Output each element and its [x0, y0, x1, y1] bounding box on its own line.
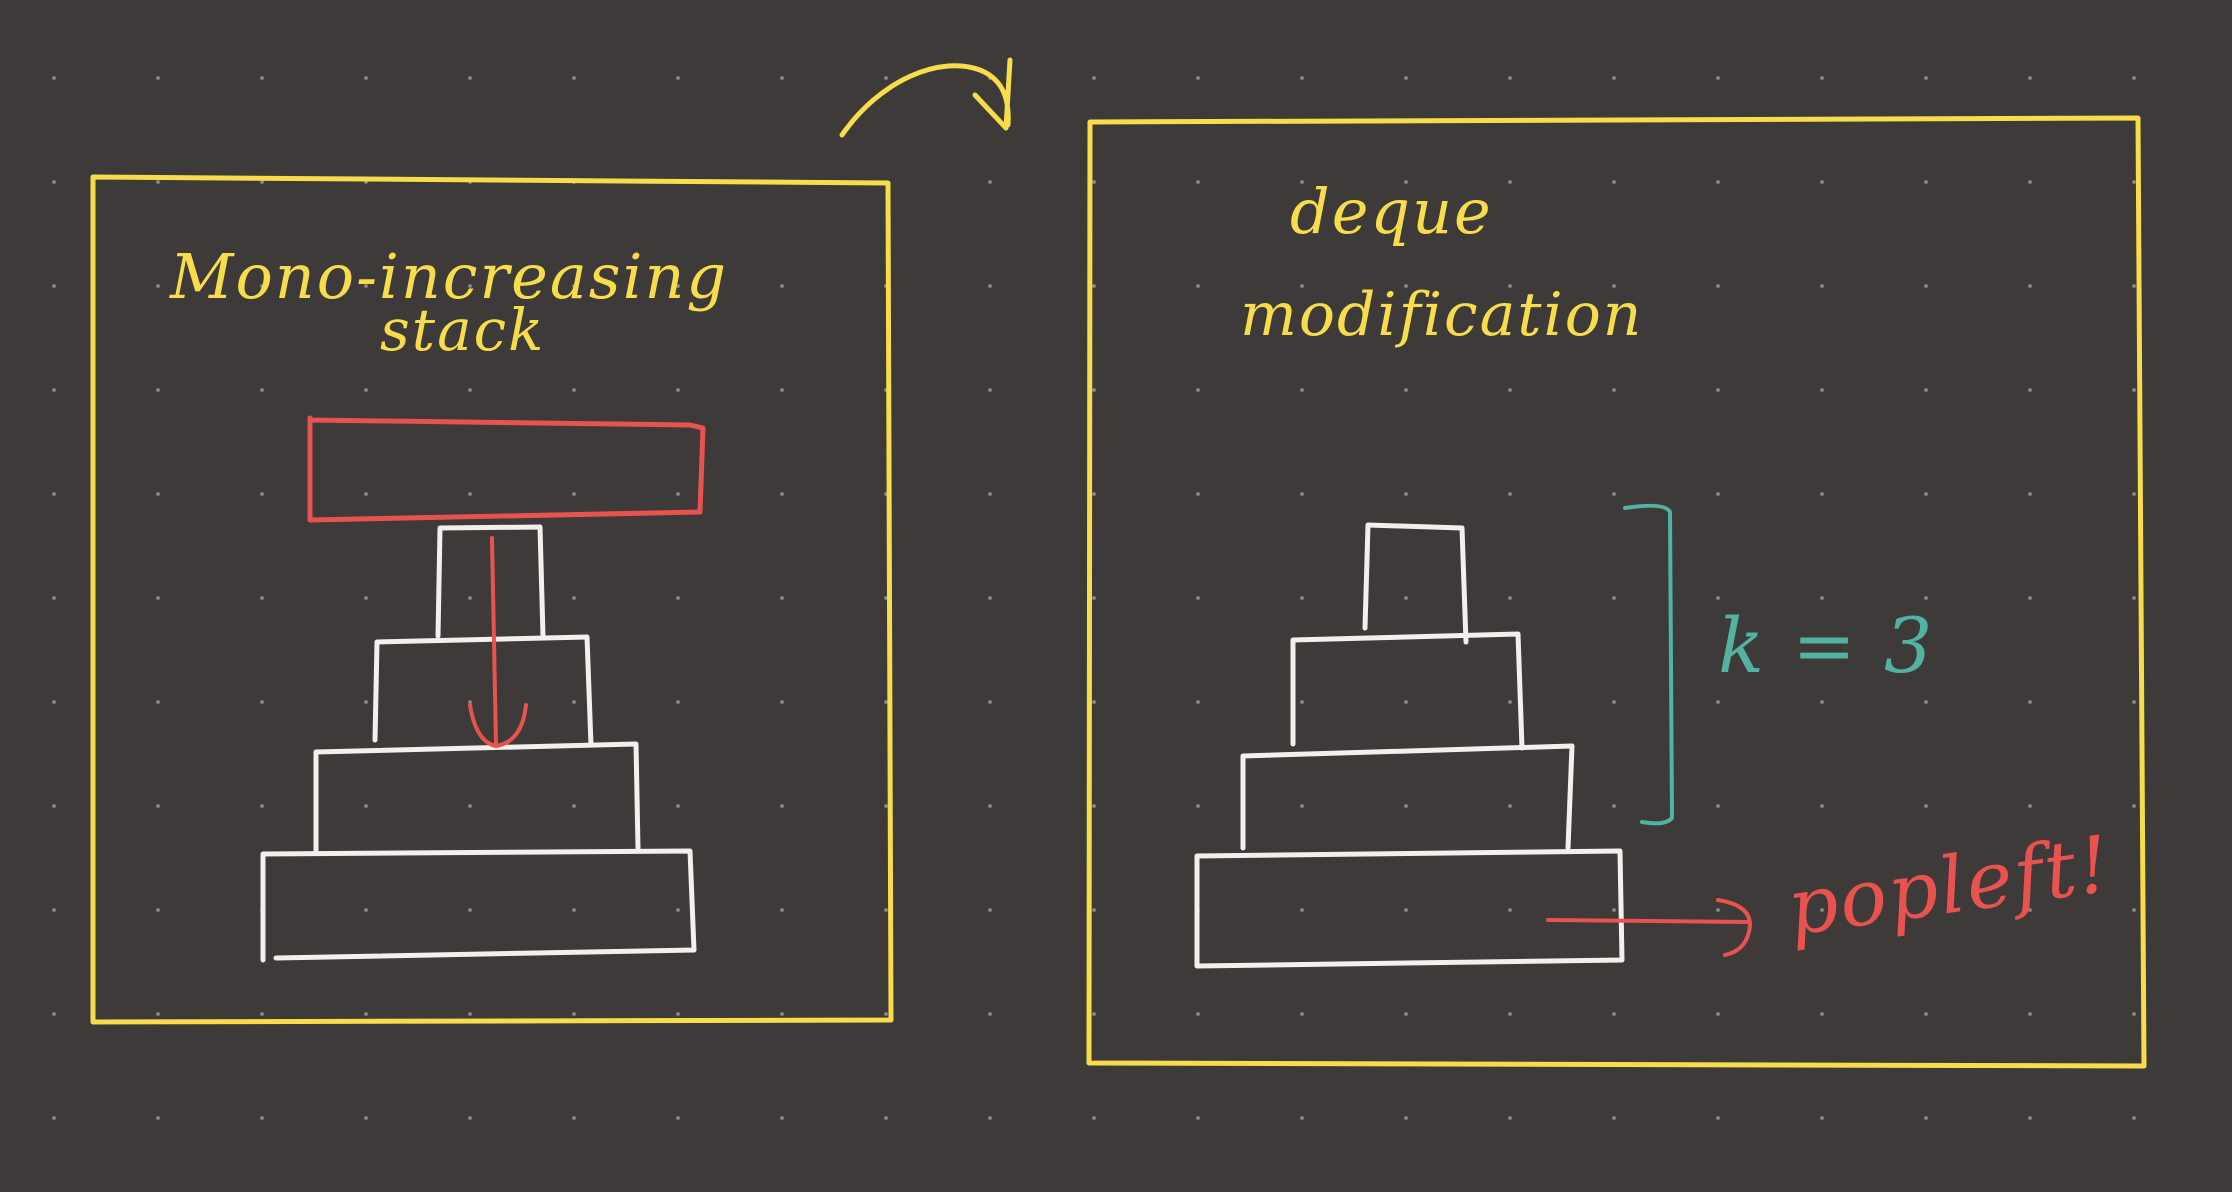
window-size-label: k = 3: [1718, 601, 1934, 690]
right-frame: [1086, 115, 2147, 1069]
curved-arrow-icon: [839, 57, 1013, 138]
left-panel: Mono-increasing stack: [90, 174, 894, 1025]
deque-block-1: [1362, 522, 1469, 645]
left-title-line2: stack: [380, 296, 545, 364]
stack-block-1: [435, 524, 546, 639]
stack-block-3: [313, 741, 641, 853]
left-title-line1: Mono-increasing: [169, 240, 728, 313]
right-title-line1: deque: [1290, 175, 1493, 248]
stack-block-4: [260, 848, 697, 963]
deque-block-2: [1290, 631, 1525, 751]
right-title-line2: modification: [1240, 280, 1643, 350]
window-bracket: [1623, 503, 1674, 826]
new-element-block: [307, 415, 706, 523]
deque-block-4: [1194, 848, 1625, 969]
deque-block-3: [1240, 743, 1575, 851]
left-frame: [90, 174, 894, 1025]
stack-block-2: [372, 634, 594, 748]
down-arrow-icon: [468, 536, 528, 748]
right-panel: deque modification k = 3 popleft!: [1086, 115, 2147, 1069]
right-arrow-icon: [1546, 898, 1752, 957]
popleft-label: popleft!: [1782, 819, 2117, 953]
